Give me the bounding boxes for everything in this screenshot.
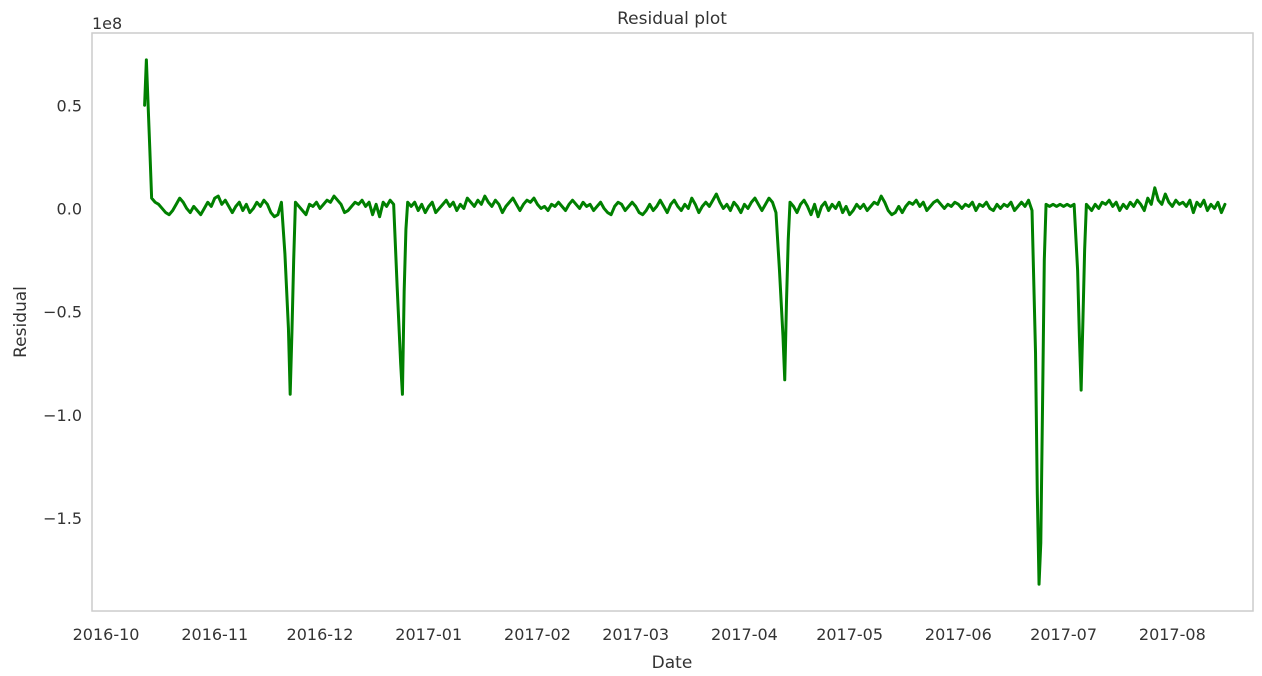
x-tick-label: 2016-12	[287, 625, 354, 644]
x-tick-label: 2017-06	[925, 625, 992, 644]
y-tick-label: −1.5	[43, 509, 82, 528]
plot-frame	[91, 32, 1254, 612]
x-axis-ticks: 2016-10 2016-11 2016-12 2017-01 2017-02 2017-…	[73, 625, 1206, 644]
x-tick-label: 2017-04	[711, 625, 778, 644]
y-tick-label: 0.5	[57, 96, 82, 115]
y-tick-label: −1.0	[43, 406, 82, 425]
x-tick-label: 2017-02	[504, 625, 571, 644]
y-axis-offset-label: 1e8	[92, 14, 122, 33]
x-tick-label: 2016-11	[181, 625, 248, 644]
x-tick-label: 2017-08	[1139, 625, 1206, 644]
y-tick-label: −0.5	[43, 303, 82, 322]
x-tick-label: 2017-01	[395, 625, 462, 644]
y-axis-ticks: 0.5 0.0 −0.5 −1.0 −1.5	[43, 96, 82, 528]
x-tick-label: 2016-10	[73, 625, 140, 644]
y-axis-label: Residual	[11, 286, 31, 358]
y-tick-label: 0.0	[57, 199, 82, 218]
chart-title: Residual plot	[617, 9, 727, 29]
x-axis-label: Date	[652, 653, 693, 673]
residual-series-line	[143, 58, 1227, 586]
x-tick-label: 2017-03	[602, 625, 669, 644]
x-tick-label: 2017-05	[816, 625, 883, 644]
x-tick-label: 2017-07	[1030, 625, 1097, 644]
